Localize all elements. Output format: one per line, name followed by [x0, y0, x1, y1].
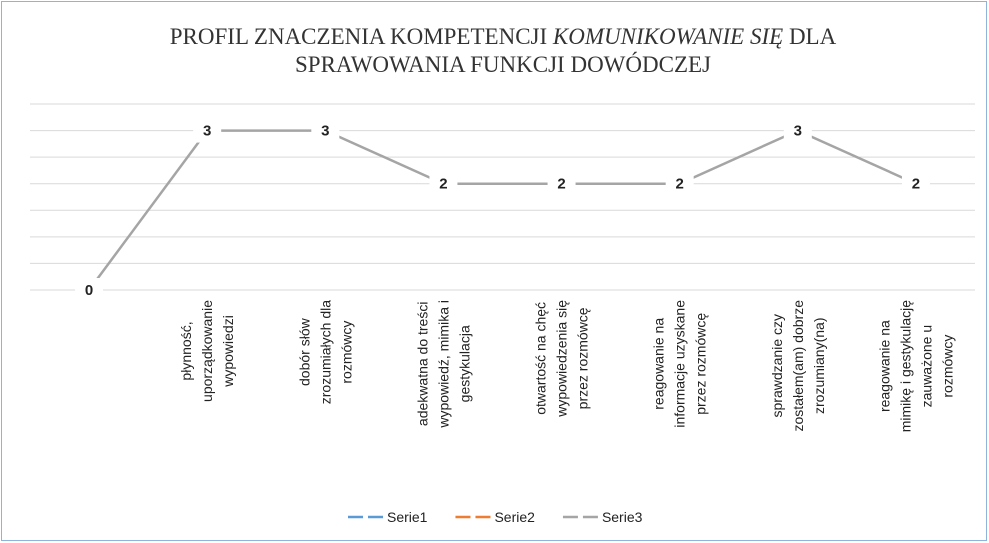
title-part: DLA — [783, 24, 836, 49]
data-label: 0 — [85, 282, 93, 299]
x-tick-label-group: dobór słów zrozumiałych dla rozmówcy — [296, 300, 354, 404]
x-tick-label: wypowiedzenia się — [554, 300, 570, 418]
data-label-bg — [429, 171, 458, 196]
x-tick-label: reagowanie na — [876, 320, 892, 412]
chart-title: SPRAWOWANIA FUNKCJI DOWÓDCZEJ — [295, 51, 711, 77]
x-tick-label-group: otwartość na chęć wypowiedzenia się przez … — [533, 300, 591, 418]
x-tick-label: płynność, — [178, 321, 194, 380]
x-tick-label: adekwatna do treści — [414, 302, 430, 427]
data-label-bg — [665, 171, 694, 196]
x-tick-label: wypowiedź, mimika i — [435, 300, 451, 429]
data-label-bg — [75, 278, 104, 302]
legend-label: Serie3 — [602, 509, 643, 525]
x-tick-label: zrozumiany(na) — [811, 318, 827, 414]
x-tick-label: zrozumiałych dla — [317, 300, 333, 404]
data-label-bg — [547, 171, 576, 196]
x-tick-label-group: adekwatna do treści wypowiedź, mimika i ge… — [414, 300, 472, 429]
x-tick-label: informacje uzyskane — [672, 300, 688, 428]
legend-label: Serie1 — [387, 509, 428, 525]
x-tick-label: uporządkowanie — [199, 300, 215, 402]
x-tick-label: mimikę i gestykulację — [897, 300, 913, 432]
series-line — [88, 129, 917, 291]
x-tick-label: przez rozmówcę — [693, 313, 709, 415]
x-tick-label-group: reagowanie na informacje uzyskane przez ro… — [651, 300, 709, 428]
data-label: 2 — [439, 176, 447, 193]
x-tick-label-group: sprawdzanie czy zostałem(am) dobrze zrozum… — [769, 300, 827, 432]
data-label-bg — [311, 118, 340, 143]
x-tick-label: dobór słów — [296, 317, 312, 386]
data-label: 3 — [321, 123, 329, 140]
data-label-bg — [193, 118, 222, 143]
data-label: 2 — [912, 176, 920, 193]
x-tick-label: zauważone u — [918, 325, 934, 408]
title-part: PROFIL ZNACZENIA KOMPETENCJI — [170, 24, 553, 49]
data-label: 3 — [794, 123, 802, 140]
data-label: 2 — [557, 176, 565, 193]
x-tick-label: sprawdzanie czy — [769, 314, 785, 418]
x-tick-label: zostałem(am) dobrze — [790, 300, 806, 432]
x-tick-label: gestykulacja — [456, 325, 472, 402]
data-label: 3 — [203, 123, 211, 140]
x-tick-label: rozmówcy — [338, 321, 354, 384]
x-tick-label-group: płynność, uporządkowanie wypowiedzi — [178, 300, 236, 402]
x-tick-label: rozmówcy — [939, 335, 955, 398]
x-tick-label: reagowanie na — [651, 318, 667, 410]
x-tick-label: otwartość na chęć — [533, 302, 549, 415]
data-label-bg — [901, 171, 930, 196]
x-tick-label-group: reagowanie na mimikę i gestykulację zauważ… — [876, 300, 955, 432]
x-tick-label: wypowiedzi — [220, 315, 236, 388]
chart-title: PROFIL ZNACZENIA KOMPETENCJI KOMUNIKOWAN… — [170, 24, 837, 49]
data-label-bg — [783, 118, 812, 143]
legend-label: Serie2 — [494, 509, 535, 525]
x-tick-label: przez rozmówcę — [575, 307, 591, 409]
title-part: KOMUNIKOWANIE SIĘ — [552, 24, 783, 49]
data-label: 2 — [676, 176, 684, 193]
